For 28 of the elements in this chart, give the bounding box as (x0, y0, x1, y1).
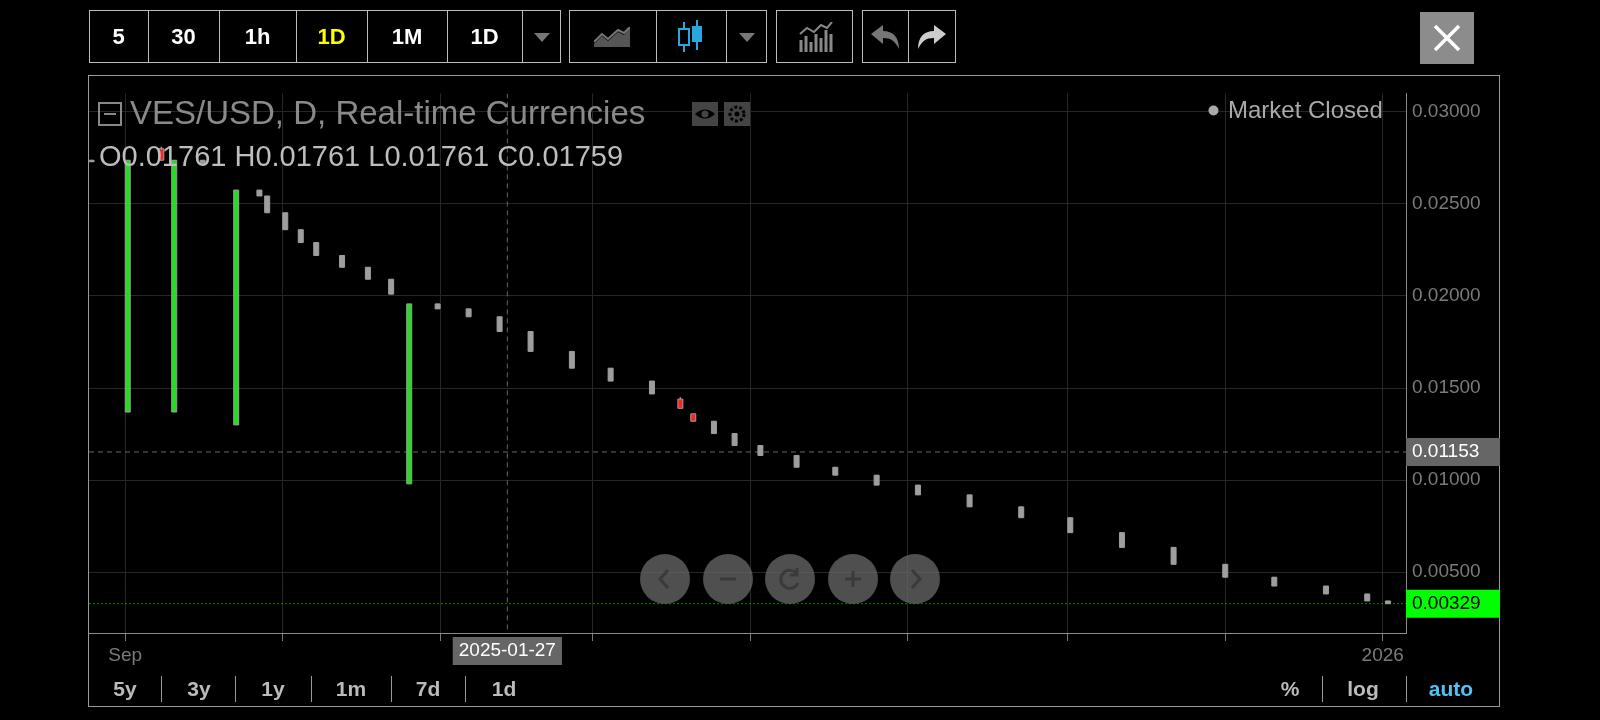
y-tick-label: 0.00500 (1412, 560, 1481, 582)
ref-line-label: 0.01153 (1412, 440, 1480, 462)
chart-title: VES/USD, D, Real-time Currencies (130, 94, 646, 132)
y-tick-label: 0.01000 (1412, 468, 1481, 490)
text: 5 (111, 23, 126, 51)
text: 7d (414, 677, 442, 701)
text: 1D (469, 23, 500, 51)
text: % (1279, 677, 1301, 701)
text: auto (1427, 677, 1475, 701)
ref-line-label: 0.00329 (1412, 591, 1481, 613)
annotation: Market Closed (1228, 96, 1383, 124)
text: 1d (490, 677, 518, 701)
y-tick-label: 0.02000 (1412, 284, 1481, 306)
text: 1y (260, 677, 286, 701)
x-tick-label: Sep (108, 643, 143, 665)
text: 30 (170, 23, 197, 51)
y-tick-label: 0.02500 (1412, 192, 1481, 214)
text: 5y (112, 677, 138, 701)
text: 1h (243, 23, 272, 51)
text: 3y (186, 677, 212, 701)
text: log (1346, 677, 1380, 701)
y-tick-label: 0.03000 (1412, 100, 1481, 122)
y-tick-label: 0.01500 (1412, 376, 1481, 398)
text: 1D (316, 23, 347, 51)
x-tick-label: 2026 (1361, 643, 1404, 665)
text: 1m (334, 677, 368, 701)
ref-line-label: 2025-01-27 (458, 639, 556, 661)
text: 1M (390, 23, 424, 51)
